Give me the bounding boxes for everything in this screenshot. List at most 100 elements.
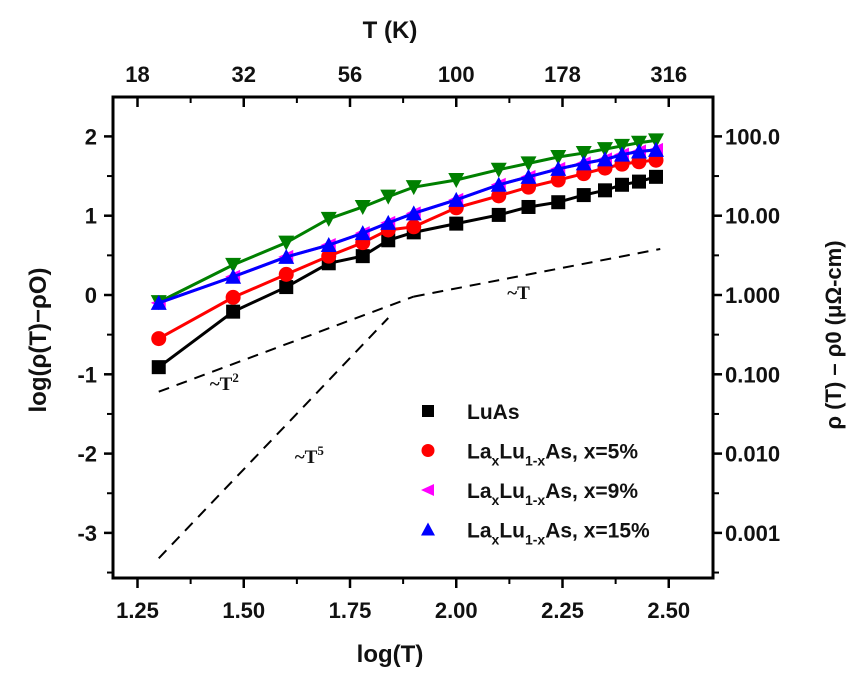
data-point [615, 177, 629, 192]
data-point [491, 207, 506, 222]
data-point [490, 162, 507, 178]
data-point [631, 143, 647, 159]
data-point [406, 219, 422, 235]
data-point [278, 266, 294, 282]
guide-label-superscript: 5 [317, 443, 324, 458]
plot-frame [111, 95, 715, 580]
data-point [354, 225, 371, 241]
legend-item: LuAs [422, 401, 520, 424]
right-y-tick-label: 0.010 [725, 442, 780, 467]
legend-marker [421, 522, 435, 536]
legend-marker [421, 444, 435, 457]
guide-line [413, 248, 661, 298]
legend-label: LaxLu1-xAs, x=5% [467, 441, 638, 469]
data-point [598, 183, 612, 198]
legend-text-part: Lu [499, 480, 525, 503]
y-tick-label: -2 [77, 442, 97, 467]
series-line [158, 158, 657, 340]
data-point [320, 211, 337, 227]
legend-subscript: x [492, 453, 500, 469]
x-tick-label: 1.75 [329, 598, 372, 623]
data-series [150, 133, 664, 375]
series-line [158, 138, 657, 304]
data-point [575, 155, 592, 171]
data-point [576, 188, 591, 203]
series-line [158, 148, 657, 305]
legend-item: LaxLu1-xAs, x=15% [421, 520, 650, 548]
top-x-tick-label: 316 [650, 62, 687, 87]
x-tick-label: 2.50 [647, 598, 690, 623]
y-tick-label: -1 [77, 362, 97, 387]
data-point [278, 235, 295, 251]
data-point [320, 237, 337, 253]
legend-text-part: La [467, 520, 492, 543]
guide-line [158, 295, 415, 393]
x-tick-label: 2.00 [435, 598, 478, 623]
legend-subscript: 1-x [525, 532, 545, 548]
data-point [521, 199, 536, 214]
legend-text-part: La [467, 480, 492, 503]
data-point [449, 216, 464, 231]
data-point [380, 214, 397, 230]
legend-item: LaxLu1-xAs, x=9% [421, 480, 638, 508]
right-y-tick-label: 0.100 [725, 362, 780, 387]
data-point [597, 142, 613, 158]
data-point [151, 360, 166, 375]
legend-text-part: Lu [499, 520, 525, 543]
guide-label: ~T2 [210, 370, 239, 395]
legend-label: LuAs [467, 401, 520, 424]
data-point [380, 189, 397, 205]
data-point [355, 249, 370, 264]
data-point [631, 135, 647, 151]
guide-label: ~T [507, 283, 530, 304]
data-point [648, 133, 664, 149]
x-tick-label: 1.50 [222, 598, 265, 623]
x-axis-title: log(T) [357, 641, 424, 668]
y-tick-label: 2 [85, 124, 97, 149]
x-tick-label: 1.25 [116, 598, 159, 623]
data-point [520, 156, 537, 172]
data-point [354, 199, 371, 215]
legend-label: LaxLu1-xAs, x=15% [467, 520, 650, 548]
legend-marker [422, 405, 434, 417]
data-point [632, 174, 646, 189]
data-point [448, 173, 465, 189]
right-y-tick-label: 0.001 [725, 521, 780, 546]
data-point [614, 138, 630, 154]
y-tick-label: 1 [85, 204, 97, 229]
data-point [278, 248, 295, 264]
data-point [550, 150, 567, 166]
data-point [150, 294, 167, 310]
legend-item: LaxLu1-xAs, x=5% [421, 441, 638, 469]
legend-subscript: 1-x [525, 453, 545, 469]
legend-subscript: 1-x [525, 492, 545, 508]
series-line [157, 175, 657, 369]
guide-label-superscript: 2 [232, 370, 239, 385]
data-point [551, 195, 566, 210]
data-point [614, 146, 630, 162]
x-tick-label: 2.25 [541, 598, 584, 623]
data-point [225, 268, 242, 284]
y-tick-label: 0 [85, 283, 97, 308]
series-0 [151, 169, 663, 375]
axes: 1.25 18 1.50 32 1.75 56 2.00 100 2.25 178 2.50 316 2… [77, 62, 780, 623]
series-4 [150, 133, 664, 311]
legend-text-part: LuAs [467, 401, 520, 424]
data-point [226, 304, 241, 319]
data-point [225, 257, 242, 273]
legend-text-part: Lu [499, 441, 525, 464]
guide-label: ~T5 [295, 443, 325, 468]
data-point [151, 331, 167, 347]
data-point [381, 233, 396, 248]
plot-border [111, 95, 715, 580]
guide-line [158, 317, 389, 559]
data-point [490, 176, 507, 192]
legend-subscript: x [492, 532, 500, 548]
right-y-tick-label: 10.00 [725, 204, 780, 229]
y-tick-label: -3 [77, 521, 97, 546]
top-x-axis-title: T (K) [363, 17, 418, 44]
data-point [520, 168, 537, 184]
right-y-axis-title: ρ (T) – ρ0 (μΩ-cm) [821, 240, 846, 429]
power-law-guides: ~T ~T2 ~T5 [158, 248, 661, 559]
